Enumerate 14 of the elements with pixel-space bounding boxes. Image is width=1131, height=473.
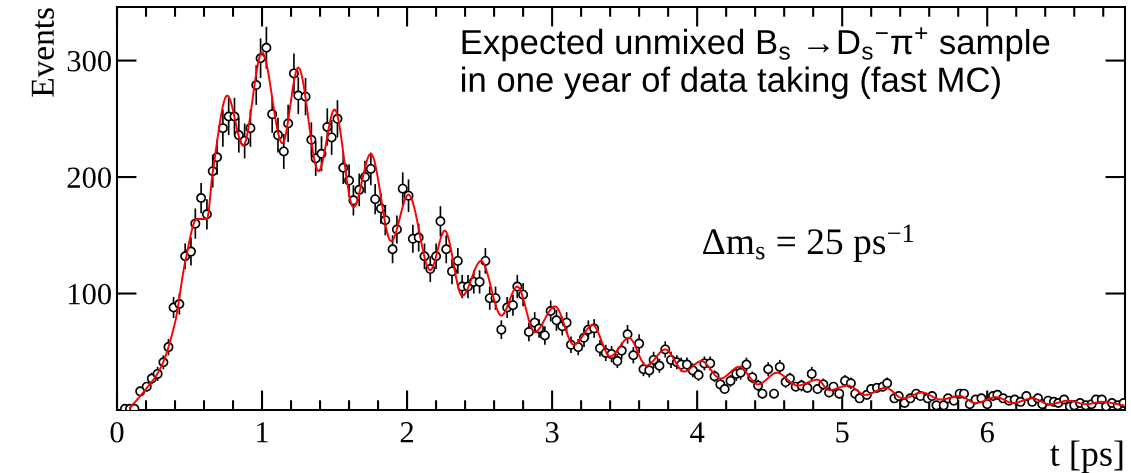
y-tick-label: 300: [67, 50, 111, 72]
x-tick-label: 4: [690, 422, 705, 443]
y-tick-label: 200: [67, 167, 111, 188]
y-axis-title: Events: [31, 8, 54, 97]
x-tick-label: 6: [980, 422, 994, 443]
x-tick-label: 5: [836, 422, 849, 443]
x-tick-label: 1: [257, 422, 268, 443]
annotation: Δm$_{s}$ = 25 ps$^{−1}$: [703, 224, 914, 262]
x-tick-label: 2: [400, 422, 414, 443]
x-axis-title: t [ps]: [1050, 440, 1123, 473]
y-tick-label: 100: [68, 283, 111, 305]
x-tick-label: 0: [110, 421, 124, 443]
text: Expected unmixed B$_{s}$ →D$_{s}$$^{−}$π$^{+}$ sample in one year of data taking (fast MC): [462, 27, 1050, 99]
x-tick-label: 3: [545, 422, 559, 443]
